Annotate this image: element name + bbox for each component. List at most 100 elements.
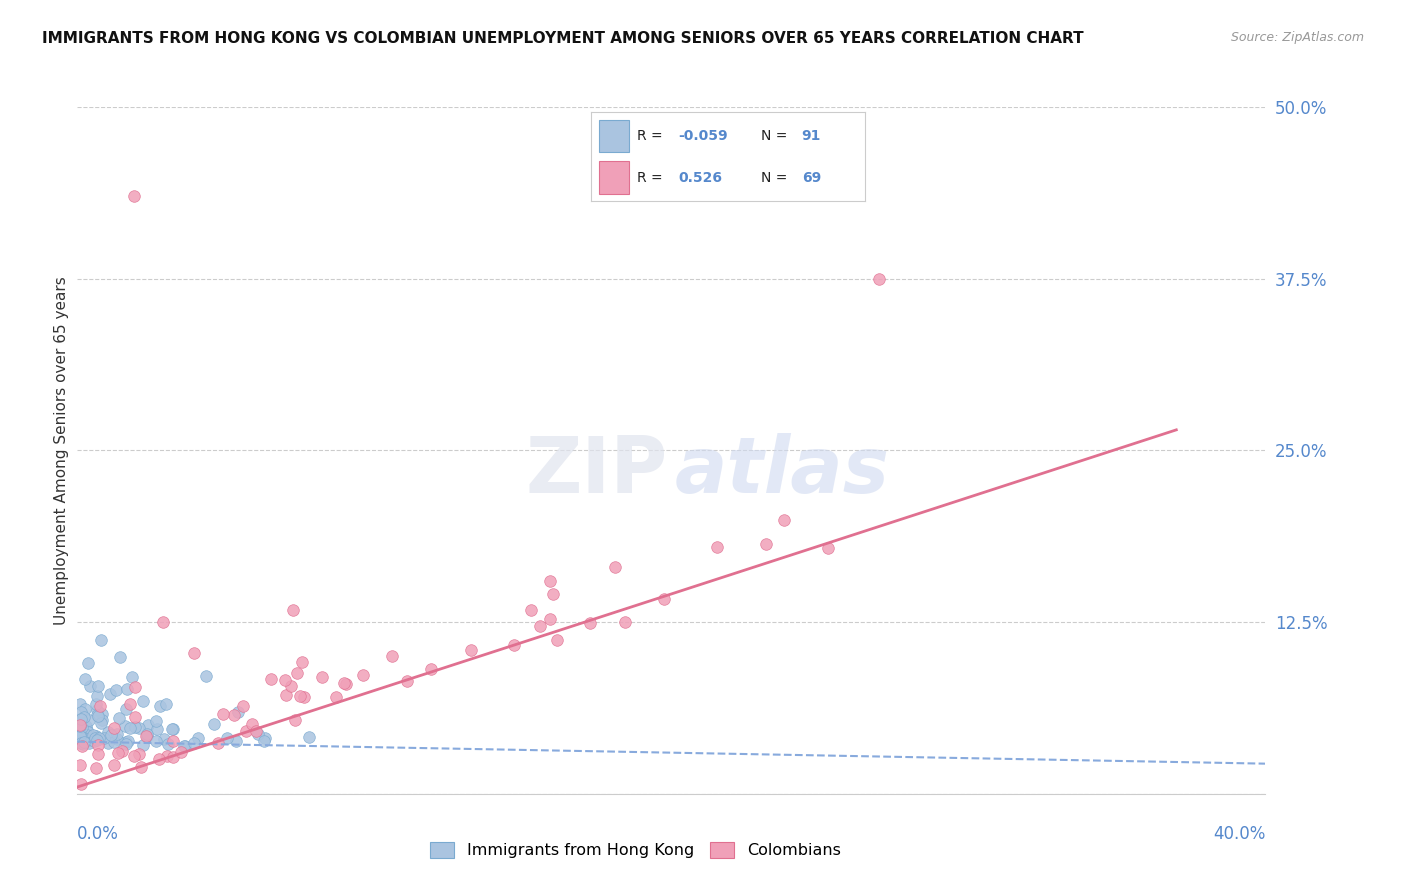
Point — [132, 694, 155, 708]
Point — [131, 759, 153, 773]
Point — [817, 541, 839, 555]
Point — [136, 718, 159, 732]
Point — [108, 649, 131, 664]
Point — [69, 718, 91, 732]
Point — [90, 715, 112, 730]
Point — [103, 721, 125, 735]
Point — [69, 730, 91, 744]
Point — [546, 632, 568, 647]
Point — [240, 717, 263, 731]
Bar — [599, 120, 628, 152]
Point — [70, 736, 93, 750]
Point — [117, 734, 139, 748]
Point — [207, 736, 229, 750]
Point — [124, 720, 146, 734]
Point — [115, 735, 138, 749]
Point — [118, 721, 141, 735]
Point — [541, 587, 564, 601]
Point — [111, 743, 134, 757]
Point — [72, 739, 94, 754]
Point — [868, 271, 890, 285]
Point — [460, 643, 482, 657]
Point — [77, 731, 100, 745]
Text: 69: 69 — [801, 170, 821, 185]
Point — [70, 734, 93, 748]
Point — [77, 736, 100, 750]
Point — [706, 540, 728, 554]
Point — [170, 745, 193, 759]
Point — [217, 731, 239, 746]
Point — [173, 739, 195, 753]
Point — [145, 714, 167, 728]
Point — [292, 690, 315, 705]
Point — [98, 687, 121, 701]
Point — [281, 602, 304, 616]
Point — [105, 731, 128, 746]
Point — [224, 708, 246, 723]
Point — [69, 727, 91, 741]
Point — [77, 724, 100, 739]
Point — [84, 729, 107, 743]
Point — [520, 603, 543, 617]
Point — [146, 722, 169, 736]
Point — [75, 672, 97, 686]
Point — [162, 750, 184, 764]
Point — [73, 731, 96, 746]
Point — [100, 728, 122, 742]
Point — [89, 699, 111, 714]
Point — [395, 673, 418, 688]
Point — [226, 705, 249, 719]
Point — [128, 721, 150, 735]
Point — [72, 720, 94, 734]
Point — [381, 649, 404, 664]
Point — [87, 708, 110, 723]
Point — [173, 739, 195, 753]
Point — [538, 574, 561, 589]
Point — [108, 710, 131, 724]
Point — [103, 735, 125, 749]
Text: ZIP: ZIP — [526, 433, 668, 509]
Point — [69, 776, 91, 790]
Point — [69, 713, 91, 727]
Point — [260, 672, 283, 686]
Point — [135, 729, 157, 743]
Point — [84, 731, 107, 745]
Point — [253, 733, 276, 747]
Point — [235, 723, 257, 738]
Point — [274, 689, 297, 703]
Point — [773, 513, 796, 527]
Point — [124, 710, 146, 724]
Point — [73, 709, 96, 723]
Point — [183, 736, 205, 750]
Point — [120, 698, 142, 712]
Point — [73, 734, 96, 748]
Point — [502, 638, 524, 652]
Point — [87, 731, 110, 746]
Point — [335, 677, 357, 691]
Point — [291, 655, 314, 669]
Point — [603, 560, 626, 574]
Text: -0.059: -0.059 — [678, 128, 728, 143]
Point — [84, 761, 107, 775]
Point — [136, 729, 159, 743]
Point — [77, 713, 100, 727]
Point — [153, 732, 176, 747]
Point — [86, 707, 108, 722]
Point — [285, 666, 308, 681]
Point — [152, 615, 174, 629]
Text: 0.0%: 0.0% — [77, 825, 120, 843]
Point — [538, 612, 561, 626]
Point — [225, 734, 247, 748]
Point — [298, 730, 321, 744]
Point — [121, 670, 143, 684]
Point — [82, 728, 104, 742]
Point — [156, 737, 179, 751]
Point — [145, 733, 167, 747]
Point — [72, 737, 94, 751]
Point — [122, 748, 145, 763]
Point — [86, 703, 108, 717]
Point — [578, 616, 600, 631]
Point — [333, 676, 356, 690]
Point — [652, 591, 675, 606]
Point — [117, 682, 139, 697]
